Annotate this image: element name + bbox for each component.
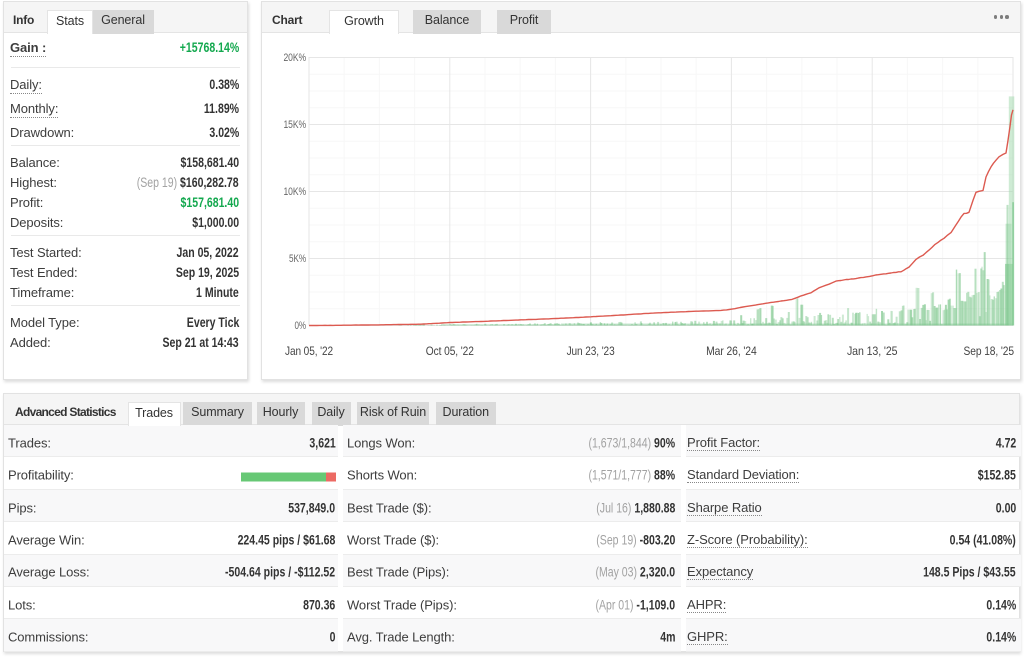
svg-text:Jun 23, '23: Jun 23, '23 bbox=[567, 344, 615, 358]
svg-text:20K%: 20K% bbox=[284, 52, 307, 64]
svg-text:Oct 05, '22: Oct 05, '22 bbox=[426, 344, 474, 358]
svg-text:Mar 26, '24: Mar 26, '24 bbox=[706, 344, 757, 358]
svg-text:Jan 13, '25: Jan 13, '25 bbox=[847, 344, 898, 358]
svg-text:15K%: 15K% bbox=[284, 119, 307, 131]
svg-text:10K%: 10K% bbox=[284, 186, 307, 198]
svg-text:0%: 0% bbox=[295, 320, 307, 332]
svg-text:Jan 05, '22: Jan 05, '22 bbox=[285, 344, 333, 358]
svg-text:5K%: 5K% bbox=[289, 253, 306, 265]
svg-text:Sep 18, '25: Sep 18, '25 bbox=[964, 344, 1015, 358]
